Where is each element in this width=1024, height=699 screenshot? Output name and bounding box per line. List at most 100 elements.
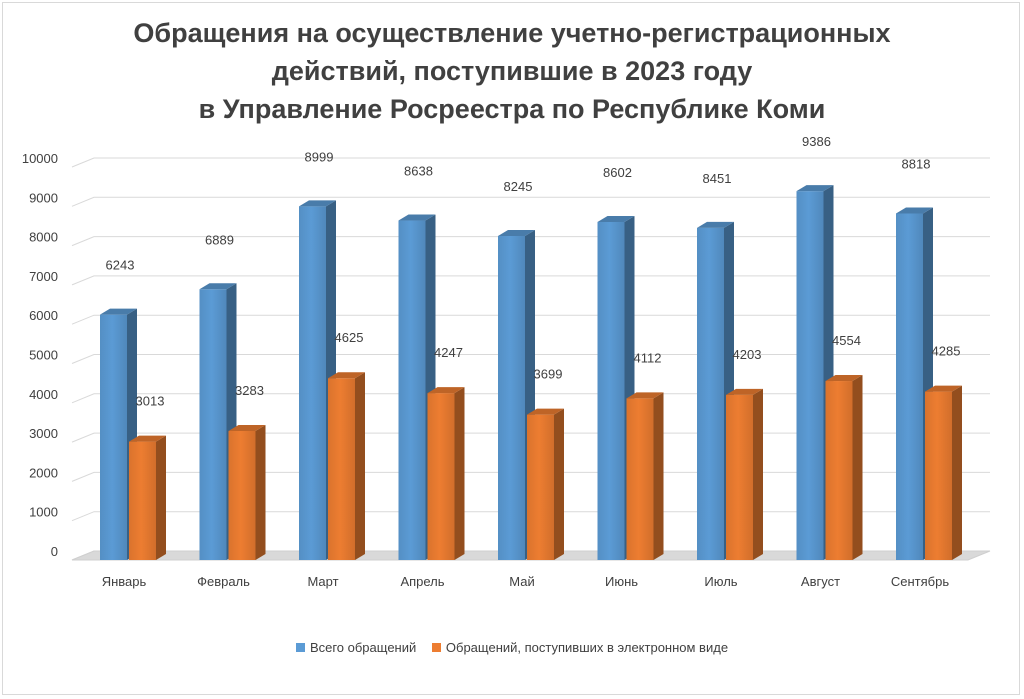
bar-electronic-top bbox=[726, 388, 763, 395]
data-label-total: 6889 bbox=[205, 232, 234, 247]
data-label-total: 8638 bbox=[404, 164, 433, 179]
bar-electronic bbox=[129, 435, 166, 560]
bar-electronic-side bbox=[255, 424, 266, 560]
bar-total-top bbox=[896, 207, 933, 214]
bar-electronic-top bbox=[626, 392, 664, 399]
chart-title-line-1: Обращения на осуществление учетно-регист… bbox=[133, 18, 891, 48]
gridline bbox=[71, 511, 990, 522]
gridline bbox=[71, 354, 990, 364]
bar-electronic bbox=[527, 408, 564, 560]
legend-item-electronic: Обращений, поступивших в электронном вид… bbox=[431, 640, 729, 655]
gridline bbox=[71, 314, 990, 325]
legend-label-electronic: Обращений, поступивших в электронном вид… bbox=[445, 640, 729, 655]
bar-electronic-front bbox=[726, 394, 753, 560]
gridline bbox=[71, 471, 990, 482]
bar-electronic bbox=[925, 385, 962, 560]
data-label-total: 9386 bbox=[802, 134, 831, 149]
data-label-electronic: 4112 bbox=[634, 350, 662, 365]
legend-item-total: Всего обращений bbox=[295, 640, 416, 655]
bar-electronic-top bbox=[228, 424, 266, 431]
data-label-total: 8999 bbox=[305, 149, 334, 164]
bar-total-front bbox=[796, 191, 824, 561]
x-tick-label: Январь bbox=[102, 574, 147, 589]
data-label-electronic: 3013 bbox=[136, 394, 165, 409]
bar-total-front bbox=[199, 289, 227, 560]
chart-legend: Всего обращений Обращений, поступивших в… bbox=[0, 640, 1024, 655]
bar-electronic bbox=[228, 424, 266, 560]
gridline bbox=[71, 196, 990, 207]
y-tick-label: 10000 bbox=[22, 151, 58, 166]
bar-electronic-top bbox=[129, 435, 166, 442]
x-tick-label: Май bbox=[509, 574, 534, 589]
data-label-electronic: 4285 bbox=[932, 344, 961, 359]
data-label-total: 8245 bbox=[504, 179, 533, 194]
y-tick-label: 6000 bbox=[29, 308, 58, 323]
y-tick-label: 2000 bbox=[29, 465, 58, 480]
bar-total-top bbox=[100, 308, 137, 315]
data-label-total: 8818 bbox=[902, 156, 931, 171]
bar-electronic-front bbox=[825, 381, 853, 560]
bar-electronic-front bbox=[129, 441, 156, 560]
bar-electronic-side bbox=[454, 387, 465, 560]
bar-electronic-front bbox=[427, 393, 455, 560]
data-label-electronic: 3283 bbox=[235, 383, 264, 398]
data-label-electronic: 4203 bbox=[733, 347, 762, 362]
bar-electronic-front bbox=[328, 378, 355, 560]
bar-electronic bbox=[726, 388, 763, 560]
legend-swatch-total bbox=[295, 643, 305, 652]
bar-electronic-side bbox=[952, 385, 962, 560]
bar-electronic bbox=[427, 387, 465, 560]
chart-title: Обращения на осуществление учетно-регист… bbox=[0, 14, 1024, 128]
data-label-total: 6243 bbox=[106, 258, 135, 273]
bar-electronic-top bbox=[328, 372, 365, 379]
bar-electronic-side bbox=[653, 392, 664, 560]
bar-electronic-top bbox=[925, 385, 962, 392]
gridline bbox=[71, 432, 990, 443]
bar-electronic-side bbox=[554, 408, 564, 560]
y-tick-label: 0 bbox=[51, 544, 58, 559]
y-tick-label: 3000 bbox=[29, 426, 58, 441]
bar-electronic bbox=[328, 372, 365, 560]
x-tick-label: Август bbox=[801, 574, 840, 589]
bar-electronic-top bbox=[527, 408, 564, 415]
bar-total-front bbox=[100, 314, 127, 560]
chart-title-line-2: действий, поступившие в 2023 году bbox=[271, 56, 753, 86]
bar-total-front bbox=[697, 227, 724, 560]
y-tick-label: 5000 bbox=[29, 348, 58, 363]
bar-electronic-side bbox=[753, 388, 763, 560]
bar-electronic-top bbox=[825, 375, 863, 382]
gridline bbox=[71, 393, 990, 404]
bar-electronic-side bbox=[852, 375, 863, 560]
chart-title-line-3: в Управление Росреестра по Республике Ко… bbox=[198, 94, 826, 124]
data-label-electronic: 4554 bbox=[832, 333, 861, 348]
bar-electronic-front bbox=[527, 414, 554, 560]
data-label-electronic: 3699 bbox=[534, 367, 563, 382]
y-tick-label: 9000 bbox=[29, 190, 58, 205]
bar-total-top bbox=[597, 215, 635, 222]
x-tick-label: Июль bbox=[704, 574, 737, 589]
legend-swatch-electronic bbox=[431, 643, 441, 652]
gridline bbox=[71, 275, 990, 286]
data-label-total: 8451 bbox=[703, 171, 732, 186]
data-label-total: 8602 bbox=[603, 165, 632, 180]
gridline bbox=[71, 236, 990, 247]
bar-electronic bbox=[825, 375, 863, 560]
data-label-electronic: 4247 bbox=[434, 345, 463, 360]
x-tick-label: Июнь bbox=[605, 574, 638, 589]
x-tick-label: Февраль bbox=[197, 574, 250, 589]
bar-total-top bbox=[796, 185, 834, 192]
bar-electronic-top bbox=[427, 387, 465, 394]
bar-total-top bbox=[199, 283, 237, 290]
x-tick-label: Март bbox=[307, 574, 338, 589]
bar-electronic-front bbox=[925, 391, 952, 560]
bar-total-front bbox=[498, 235, 525, 560]
bar-total-front bbox=[896, 213, 923, 560]
bar-total-top bbox=[398, 214, 436, 221]
bar-total bbox=[199, 283, 237, 560]
data-label-electronic: 4625 bbox=[335, 330, 364, 345]
bar-total-top bbox=[299, 200, 336, 207]
bar-total-top bbox=[498, 229, 535, 236]
bar-electronic-side bbox=[156, 435, 166, 560]
bar-electronic bbox=[626, 392, 664, 560]
